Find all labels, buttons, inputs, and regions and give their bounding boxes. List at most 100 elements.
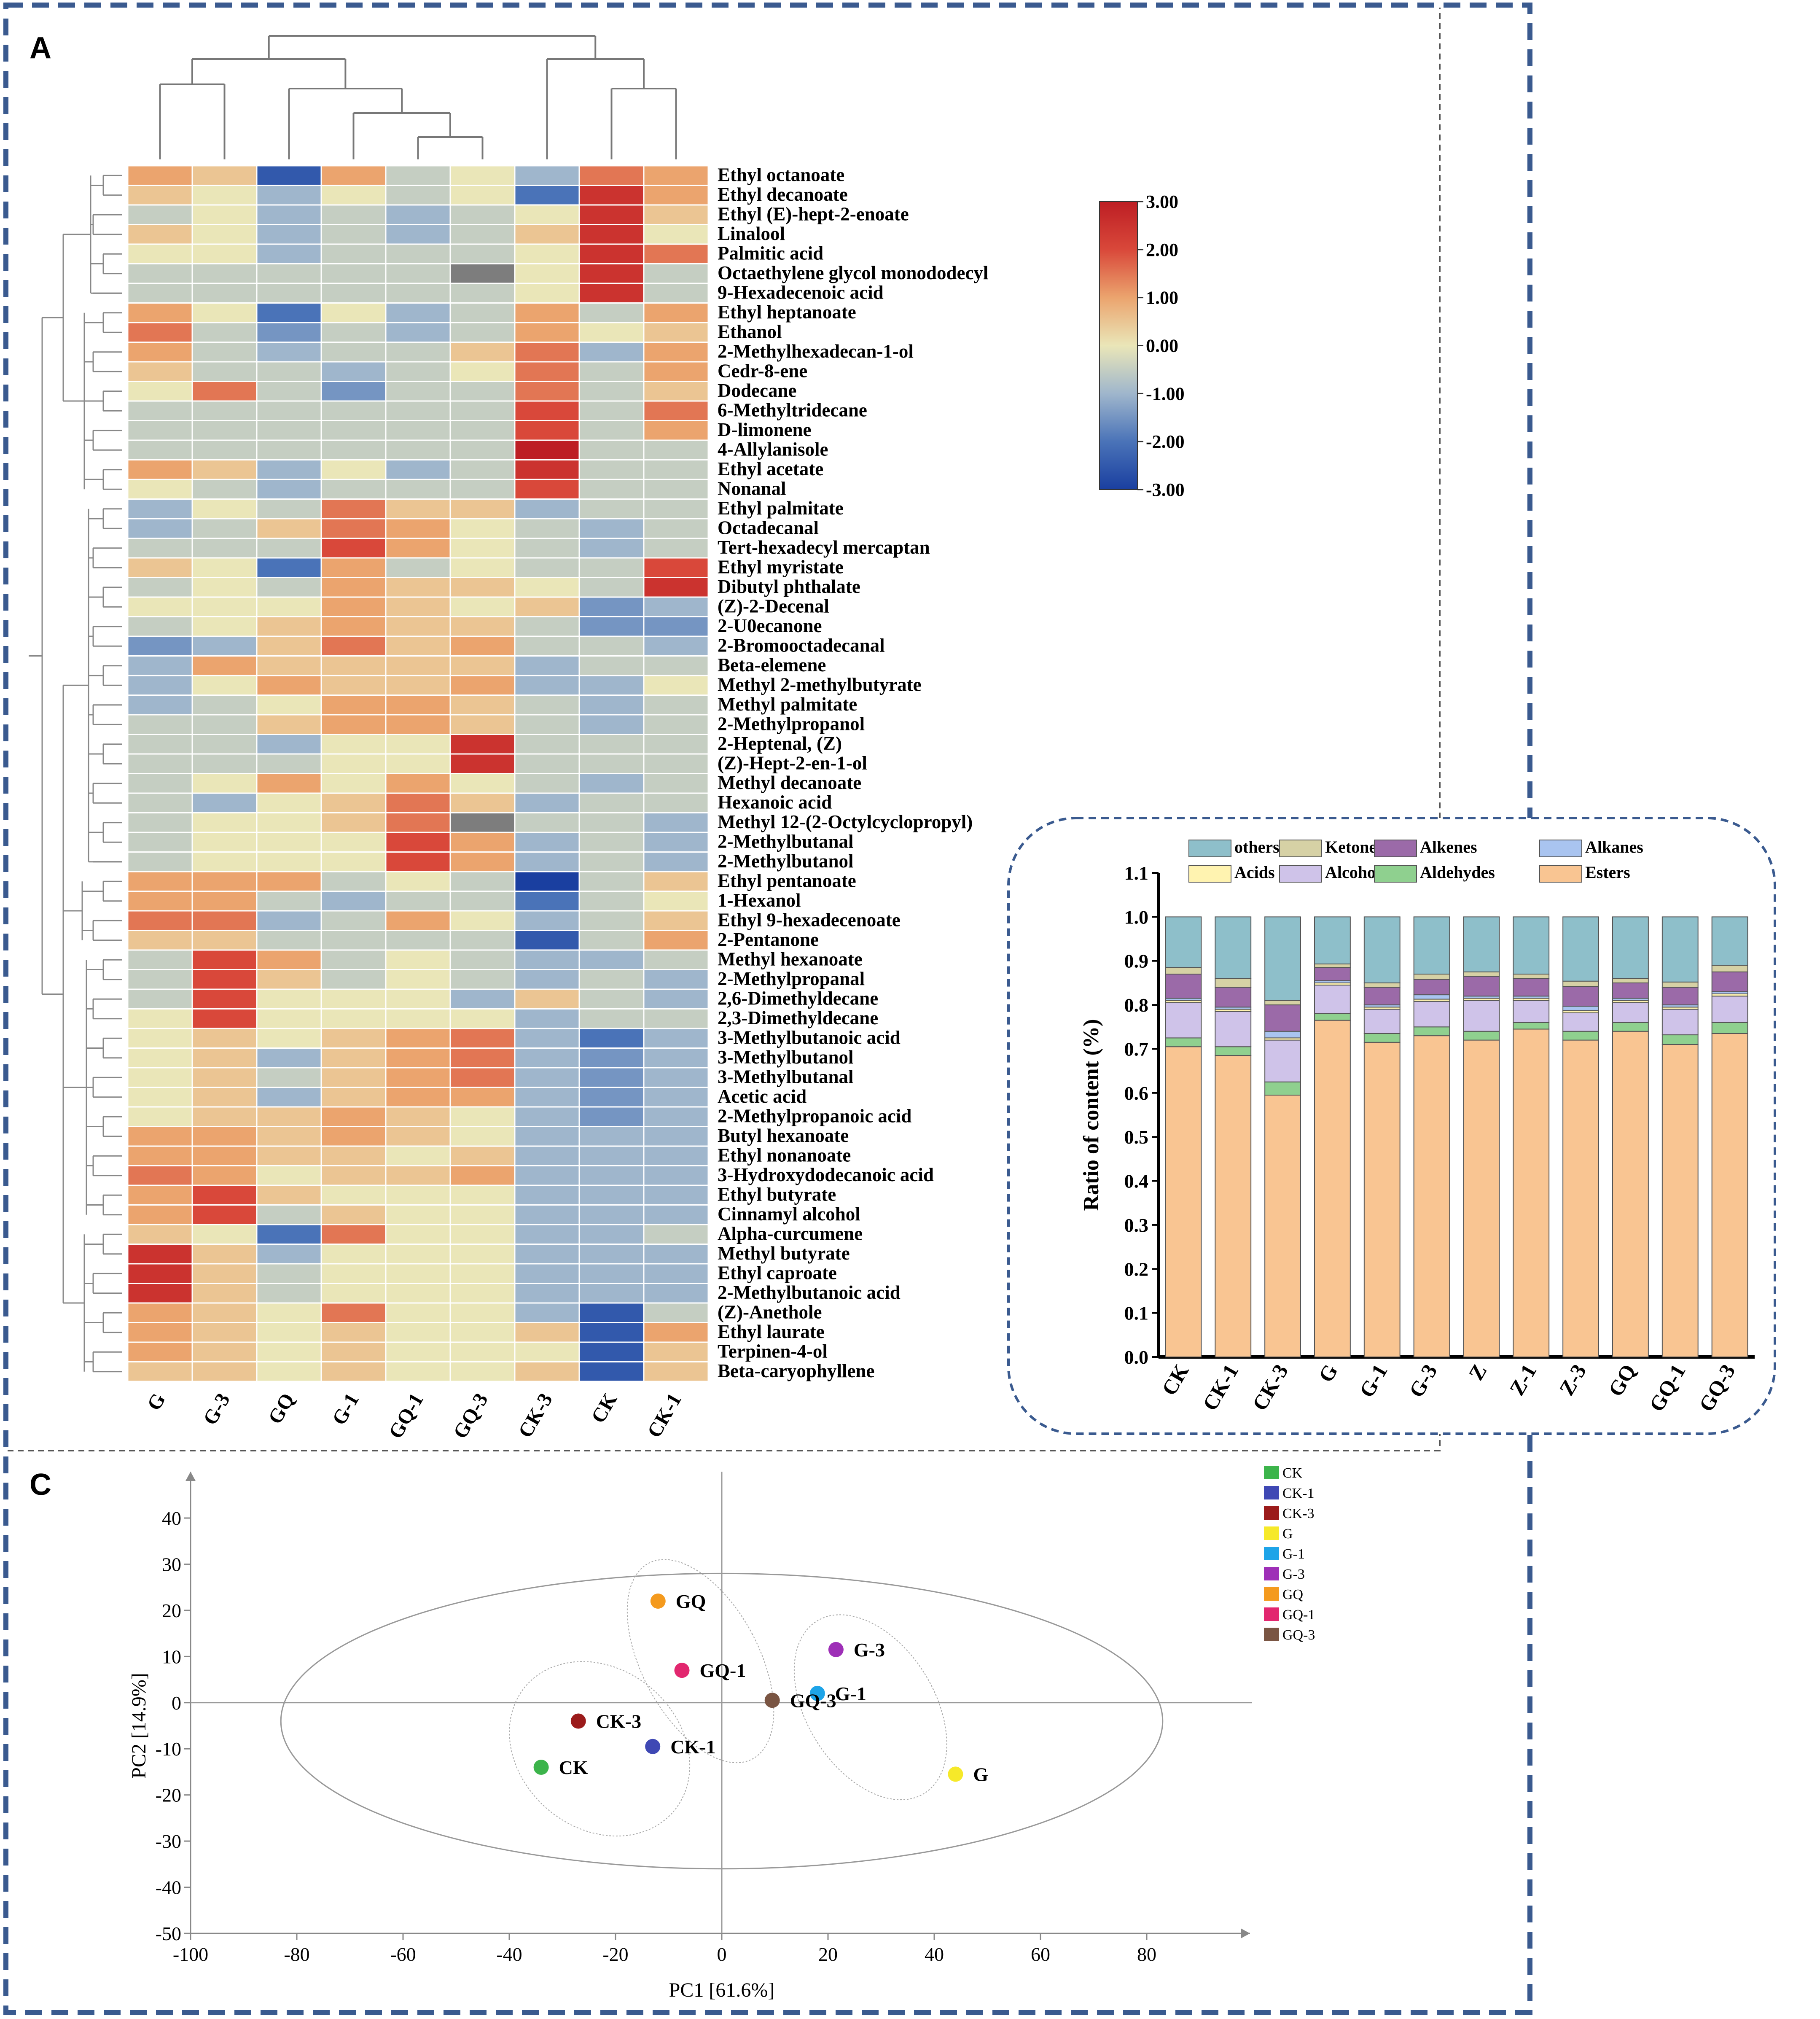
heatmap-cell	[578, 381, 645, 402]
heatmap-cell	[578, 1204, 645, 1225]
heatmap-cell	[256, 1126, 322, 1147]
heatmap-cell	[449, 949, 516, 970]
heatmap-cell	[449, 1126, 516, 1147]
heatmap-row-label: Linalool	[718, 223, 785, 244]
heatmap-cell	[127, 812, 193, 833]
heatmap-cell	[514, 381, 580, 402]
heatmap-cell	[643, 616, 709, 637]
heatmap-cell	[256, 753, 322, 774]
heatmap-cell	[385, 459, 451, 480]
heatmap-cell	[578, 498, 645, 520]
bar-segment-alkenes	[1612, 982, 1649, 999]
bar-segment-esters	[1711, 1033, 1748, 1357]
heatmap-cell	[127, 753, 193, 774]
heatmap-cell	[514, 635, 580, 657]
pca-legend-label: CK-3	[1282, 1506, 1315, 1521]
heatmap-cell	[127, 792, 193, 813]
heatmap-cell	[256, 773, 322, 794]
heatmap-cell	[127, 1283, 193, 1304]
heatmap-cell	[191, 753, 258, 774]
heatmap-cell	[643, 596, 709, 617]
heatmap-cell	[643, 439, 709, 460]
heatmap-cell	[643, 185, 709, 206]
bar-segment-aldehydes	[1363, 1033, 1401, 1043]
legend-label: Acids	[1234, 863, 1275, 882]
heatmap-cell	[385, 1008, 451, 1029]
heatmap-cell	[191, 871, 258, 892]
heatmap-cell	[385, 949, 451, 970]
heatmap-cell	[385, 361, 451, 382]
heatmap-cell	[256, 342, 322, 363]
heatmap-cell	[127, 635, 193, 657]
heatmap-cell	[449, 969, 516, 990]
heatmap-cell	[578, 1263, 645, 1284]
y-tick-label: 0.7	[1124, 1038, 1149, 1060]
heatmap-cell	[191, 439, 258, 460]
heatmap-cell	[320, 283, 387, 304]
heatmap-cell	[191, 518, 258, 539]
heatmap-cell	[578, 185, 645, 206]
heatmap-cell	[578, 832, 645, 853]
heatmap-row-label: 2-U0ecanone	[718, 615, 822, 636]
heatmap-cell	[127, 498, 193, 520]
heatmap-cell	[127, 910, 193, 931]
bar-segment-ketones	[1463, 971, 1500, 977]
bar-segment-aldehydes	[1165, 1037, 1202, 1047]
heatmap-cell	[256, 930, 322, 951]
pca-x-tick-label: -80	[284, 1944, 309, 1965]
heatmap-cell	[191, 498, 258, 520]
bar-segment-ketones	[1264, 1000, 1301, 1006]
heatmap-cell	[320, 243, 387, 264]
heatmap-cell	[191, 185, 258, 206]
bar-segment-others	[1165, 916, 1202, 968]
heatmap-row-label: 2,6-Dimethyldecane	[718, 988, 878, 1009]
heatmap-cell	[514, 949, 580, 970]
heatmap-cell	[127, 1263, 193, 1284]
pca-y-tick-label: 40	[162, 1508, 181, 1529]
pca-legend-label: G	[1282, 1526, 1293, 1542]
heatmap-cell	[191, 1165, 258, 1186]
pca-legend-swatch	[1264, 1587, 1279, 1601]
heatmap-cell	[449, 518, 516, 539]
heatmap-row-label: 3-Methylbutanal	[718, 1066, 854, 1087]
heatmap-cell	[385, 734, 451, 755]
heatmap-cell	[449, 322, 516, 343]
heatmap-cell	[449, 675, 516, 696]
heatmap-cell	[514, 243, 580, 264]
heatmap-cell	[643, 734, 709, 755]
heatmap-cell	[449, 243, 516, 264]
bar-segment-alkenes	[1413, 979, 1450, 996]
heatmap-cell	[643, 891, 709, 912]
heatmap-column-label: CK-1	[643, 1389, 686, 1441]
y-tick-label: 0.4	[1124, 1171, 1149, 1192]
y-tick-label: 0.6	[1124, 1082, 1149, 1104]
heatmap-cell	[256, 204, 322, 225]
heatmap-cell	[578, 538, 645, 559]
heatmap-cell	[191, 1008, 258, 1029]
heatmap-cell	[514, 812, 580, 833]
pca-point-ck-3	[570, 1713, 586, 1729]
heatmap-cell	[449, 695, 516, 716]
heatmap-cell	[256, 871, 322, 892]
heatmap-cell	[127, 224, 193, 245]
heatmap-cell	[578, 400, 645, 421]
heatmap-cell	[385, 635, 451, 657]
heatmap-cell	[578, 1341, 645, 1362]
heatmap-cell	[578, 753, 645, 774]
heatmap-cell	[449, 1047, 516, 1069]
heatmap-cell	[643, 263, 709, 284]
heatmap-cell	[385, 969, 451, 990]
bar-segment-ketones	[1165, 967, 1202, 975]
heatmap-cell	[320, 988, 387, 1010]
heatmap-cell	[449, 655, 516, 676]
heatmap-cell	[643, 518, 709, 539]
heatmap-cell	[127, 322, 193, 343]
heatmap-cell	[449, 1361, 516, 1382]
heatmap-cell	[256, 1087, 322, 1108]
heatmap-cell	[127, 361, 193, 382]
bar-segment-ketones	[1711, 965, 1748, 972]
bar-segment-others	[1562, 916, 1600, 982]
heatmap-cell	[320, 891, 387, 912]
pca-point-gq	[650, 1594, 666, 1609]
heatmap-cell	[514, 695, 580, 716]
